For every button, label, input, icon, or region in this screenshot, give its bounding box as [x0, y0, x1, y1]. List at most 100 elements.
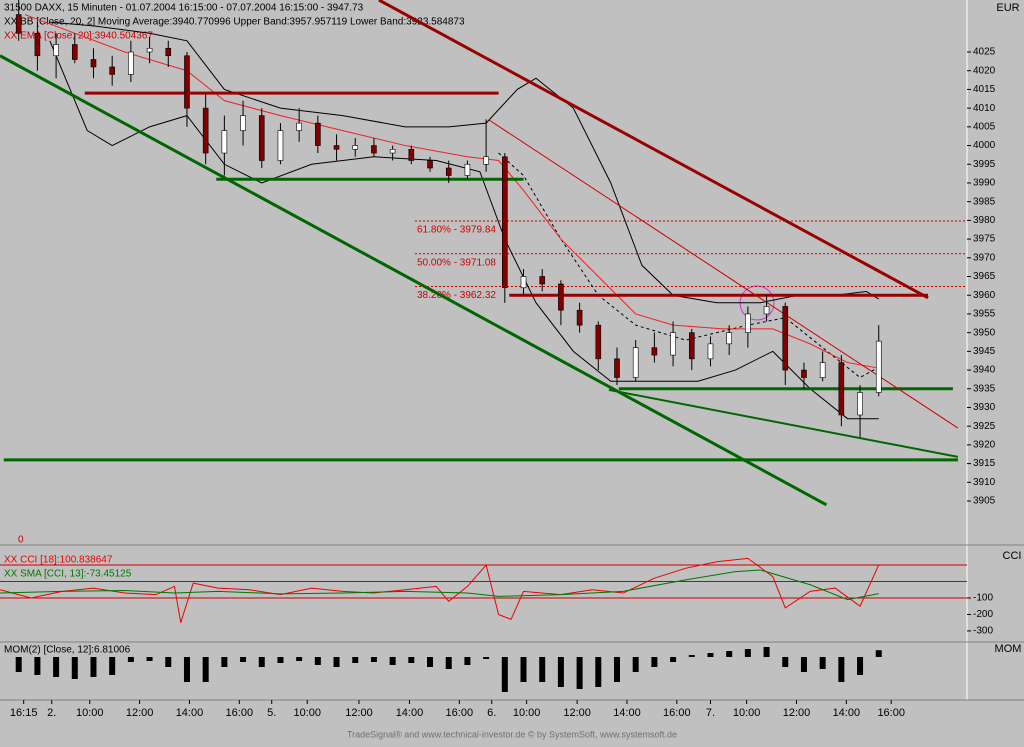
- y-tick-label: 4010: [973, 103, 996, 114]
- x-tick-label: 6.: [487, 707, 496, 719]
- candle-body: [502, 156, 508, 289]
- momentum-bar: [520, 657, 527, 682]
- candle-body: [707, 343, 714, 360]
- momentum-bar: [90, 657, 97, 677]
- x-tick-label: 16:00: [877, 707, 905, 719]
- momentum-bar: [127, 657, 134, 662]
- legend-entry: 31500 DAXX, 15 Minuten - 01.07.2004 16:1…: [4, 3, 364, 14]
- x-tick-label: 16:00: [446, 707, 474, 719]
- candle-body: [128, 51, 134, 75]
- y-tick-label: 3965: [973, 271, 996, 282]
- candle-body: [763, 306, 770, 315]
- x-tick-label: 12:00: [126, 707, 154, 719]
- momentum-bar: [613, 657, 620, 682]
- candle-body: [745, 313, 751, 333]
- x-tick-label: 14:00: [613, 707, 641, 719]
- x-tick-label: 10:00: [293, 707, 321, 719]
- candle-body: [427, 160, 433, 169]
- momentum-bar: [183, 657, 190, 682]
- momentum-bar: [464, 657, 471, 665]
- candle-body: [558, 283, 564, 311]
- momentum-bar: [726, 651, 733, 657]
- momentum-bar: [557, 657, 564, 687]
- x-tick-label: 12:00: [563, 707, 591, 719]
- legend-entry: XX BB [Close, 20, 2] Moving Average:3940…: [4, 17, 465, 28]
- x-tick-label: 14:00: [833, 707, 861, 719]
- indicator-line: [0, 557, 880, 623]
- momentum-bar: [53, 657, 60, 677]
- momentum-bar: [258, 657, 265, 667]
- candle-body: [15, 14, 22, 34]
- x-tick-label: 14:00: [396, 707, 424, 719]
- candle-body: [371, 145, 377, 154]
- momentum-bar: [800, 657, 807, 672]
- unit-label: CCI: [1003, 550, 1022, 562]
- fib-label: 50.00% - 3971.08: [417, 257, 496, 268]
- candle-body: [71, 44, 78, 60]
- momentum-bar: [165, 657, 172, 667]
- legend-entry: XX EMA [Close, 20]:3940.504367: [4, 31, 153, 42]
- candle-body: [389, 148, 396, 154]
- momentum-bar: [71, 657, 78, 679]
- candle-body: [109, 66, 115, 75]
- momentum-bar: [782, 657, 789, 667]
- momentum-bar: [15, 657, 22, 672]
- x-tick-label: 16:00: [663, 707, 691, 719]
- momentum-bar: [707, 653, 714, 657]
- trend-line: [378, 0, 929, 300]
- legend-entry: XX SMA [CCI, 13]:-73.45125: [4, 569, 132, 580]
- momentum-bar: [352, 657, 359, 663]
- candle-body: [34, 33, 41, 57]
- y-tick-label: 3930: [973, 402, 996, 413]
- momentum-bar: [857, 657, 864, 675]
- y-tick-label: 3995: [973, 159, 996, 170]
- y-tick-label: 4005: [973, 121, 996, 132]
- candle-body: [258, 115, 265, 161]
- x-tick-label: 10:00: [76, 707, 104, 719]
- candle-body: [857, 392, 863, 416]
- y-tick-label: 3905: [973, 496, 996, 507]
- candle-body: [296, 122, 302, 131]
- candle-body: [352, 145, 359, 150]
- overlay-line: [24, 14, 879, 369]
- momentum-bar: [389, 657, 396, 665]
- y-tick-label: 3955: [973, 309, 996, 320]
- candle-body: [146, 47, 153, 53]
- momentum-bar: [670, 657, 677, 662]
- candle-body: [240, 115, 246, 131]
- y-tick-label: 3990: [973, 178, 996, 189]
- x-tick-label: 10:00: [513, 707, 541, 719]
- candle-body: [483, 156, 489, 165]
- y-tick-label: 4020: [973, 65, 996, 76]
- y-tick-label: 3940: [973, 365, 996, 376]
- candle-body: [801, 369, 807, 378]
- y-tick-label: 4000: [973, 140, 996, 151]
- momentum-bar: [763, 647, 770, 657]
- y-tick-label: 3915: [973, 458, 996, 469]
- momentum-bar: [445, 657, 452, 669]
- overlay-line: [49, 21, 880, 304]
- candle-body: [445, 167, 452, 176]
- y-tick-label: 3910: [973, 477, 996, 488]
- momentum-bar: [875, 650, 882, 657]
- x-tick-label: 2.: [47, 707, 56, 719]
- momentum-bar: [819, 657, 826, 669]
- momentum-bar: [838, 657, 845, 682]
- x-tick-label: 10:00: [733, 707, 761, 719]
- candle-body: [464, 163, 471, 176]
- y-tick-label: 3960: [973, 290, 996, 301]
- unit-label: MOM: [995, 643, 1022, 655]
- candle-body: [782, 306, 789, 371]
- candle-body: [90, 59, 97, 68]
- candle-body: [726, 332, 732, 345]
- x-tick-label: 12:00: [345, 707, 373, 719]
- y-tick-label: 3925: [973, 421, 996, 432]
- candle-body: [688, 332, 695, 360]
- x-tick-label: 5.: [267, 707, 276, 719]
- candle-body: [221, 130, 228, 154]
- y-tick-label: 4025: [973, 47, 996, 58]
- fib-label: 38.20% - 3962.32: [417, 290, 496, 301]
- momentum-bar: [744, 649, 751, 657]
- momentum-bar: [277, 657, 284, 663]
